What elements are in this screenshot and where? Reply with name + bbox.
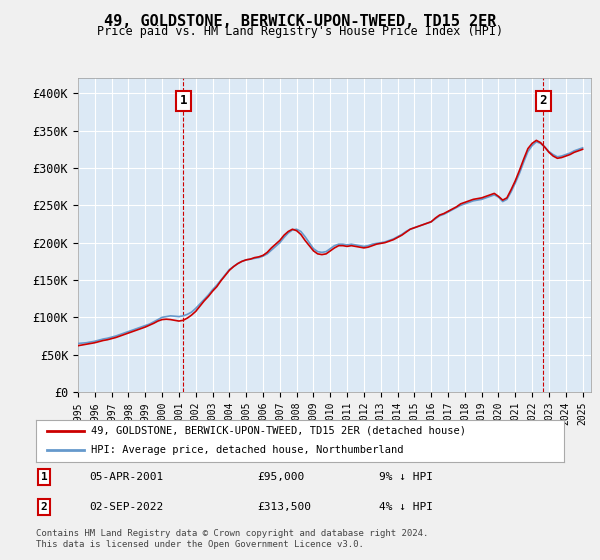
Text: £313,500: £313,500 (258, 502, 312, 512)
Text: 05-APR-2001: 05-APR-2001 (89, 472, 163, 482)
Text: 02-SEP-2022: 02-SEP-2022 (89, 502, 163, 512)
Text: Contains HM Land Registry data © Crown copyright and database right 2024.
This d: Contains HM Land Registry data © Crown c… (36, 529, 428, 549)
Text: 9% ↓ HPI: 9% ↓ HPI (379, 472, 433, 482)
Text: Price paid vs. HM Land Registry's House Price Index (HPI): Price paid vs. HM Land Registry's House … (97, 25, 503, 38)
Text: 1: 1 (180, 94, 187, 108)
Text: 1: 1 (41, 472, 47, 482)
Text: 4% ↓ HPI: 4% ↓ HPI (379, 502, 433, 512)
Text: 49, GOLDSTONE, BERWICK-UPON-TWEED, TD15 2ER: 49, GOLDSTONE, BERWICK-UPON-TWEED, TD15 … (104, 14, 496, 29)
Text: HPI: Average price, detached house, Northumberland: HPI: Average price, detached house, Nort… (91, 445, 404, 455)
Text: 49, GOLDSTONE, BERWICK-UPON-TWEED, TD15 2ER (detached house): 49, GOLDSTONE, BERWICK-UPON-TWEED, TD15 … (91, 426, 466, 436)
Text: 2: 2 (539, 94, 547, 108)
Text: 2: 2 (41, 502, 47, 512)
Text: £95,000: £95,000 (258, 472, 305, 482)
